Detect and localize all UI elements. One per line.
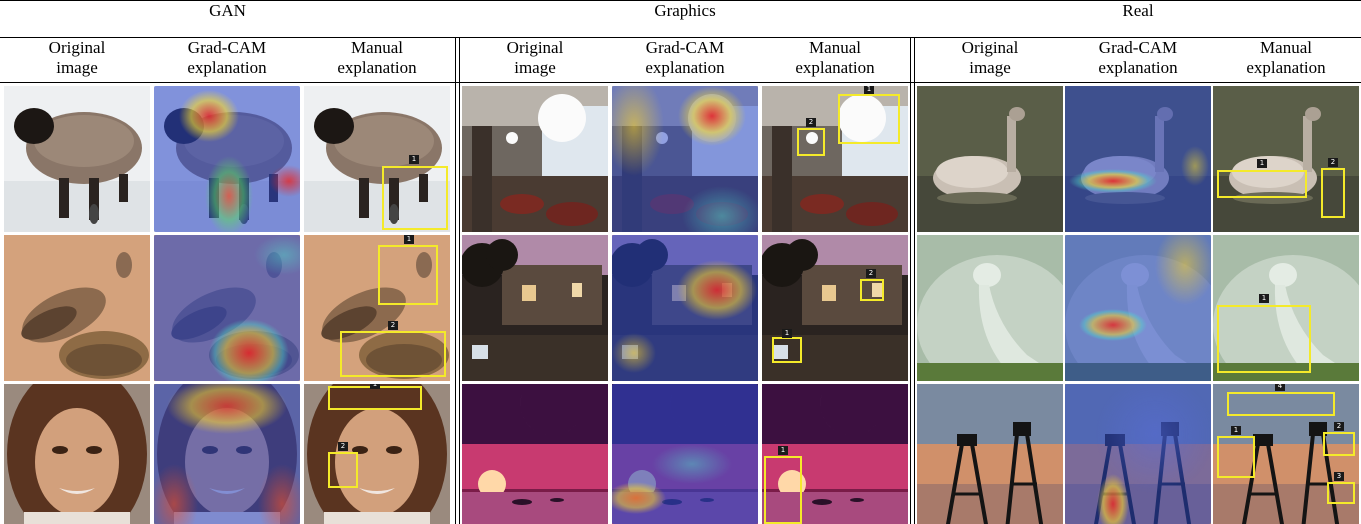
explanation-box: [797, 128, 825, 156]
gan-sheep-gradcam: [154, 86, 300, 232]
real-tower-manual: 4 1 2 3: [1213, 384, 1359, 524]
gfx-interior-gradcam: [612, 86, 758, 232]
real-tower-original: [917, 384, 1063, 524]
gfx-sunset-gradcam: [612, 384, 758, 524]
gan-col-manual: Manual explanation: [337, 38, 417, 77]
gan-col-gradcam: Grad-CAM explanation: [187, 38, 267, 77]
box-label: 3: [1334, 472, 1344, 481]
real-swan-original: [917, 86, 1063, 232]
real-swan-manual: 1 2: [1213, 86, 1359, 232]
explanation-box: [382, 166, 448, 230]
box-label: 1: [782, 329, 792, 338]
explanation-box: [1217, 305, 1311, 373]
gfx-col-gradcam: Grad-CAM explanation: [645, 38, 725, 77]
top-rule: [0, 0, 1361, 1]
box-label: 1: [1259, 294, 1269, 303]
box-label: 2: [806, 118, 816, 127]
explanation-box: [838, 94, 900, 144]
explanation-box: [1227, 392, 1335, 416]
box-label: 1: [370, 384, 380, 389]
box-label: 2: [866, 269, 876, 278]
box-label: 2: [338, 442, 348, 451]
gfx-courtyard-original: [462, 235, 608, 381]
real-tower-gradcam: [1065, 384, 1211, 524]
explanation-box: [772, 337, 802, 363]
gan-col-original: Original image: [48, 38, 106, 77]
box-label: 2: [1328, 158, 1338, 167]
separator-graphics-real: [910, 38, 915, 524]
gfx-interior-manual: 1 2: [762, 86, 908, 232]
real-swan-gradcam: [1065, 86, 1211, 232]
gan-face-original: [4, 384, 150, 524]
box-label: 1: [864, 86, 874, 94]
gan-sheep-manual: 1: [304, 86, 450, 232]
box-label: 1: [778, 446, 788, 455]
real-peacock-gradcam: [1065, 235, 1211, 381]
group-title-gan: GAN: [209, 1, 246, 20]
explanation-box: [1323, 432, 1355, 456]
box-label: 1: [404, 235, 414, 244]
gan-bird-original: [4, 235, 150, 381]
explanation-box: [1217, 436, 1255, 478]
explanation-box: [1327, 482, 1355, 504]
gfx-sunset-original: [462, 384, 608, 524]
explanation-box: [328, 386, 422, 410]
box-label: 2: [388, 321, 398, 330]
explanation-box: [378, 245, 438, 305]
explanation-box: [1321, 168, 1345, 218]
explanation-box: [328, 452, 358, 488]
gan-face-manual: 1 2: [304, 384, 450, 524]
gfx-col-manual: Manual explanation: [795, 38, 875, 77]
group-title-real: Real: [1122, 1, 1154, 20]
gfx-col-original: Original image: [506, 38, 564, 77]
real-col-original: Original image: [961, 38, 1019, 77]
real-col-gradcam: Grad-CAM explanation: [1098, 38, 1178, 77]
gfx-interior-original: [462, 86, 608, 232]
box-label: 1: [409, 155, 419, 164]
separator-gan-graphics: [455, 38, 460, 524]
explanation-box: [340, 331, 446, 377]
group-title-graphics: Graphics: [654, 1, 716, 20]
header-rule: [0, 37, 1361, 38]
explanation-box: [764, 456, 802, 524]
gfx-sunset-manual: 1: [762, 384, 908, 524]
box-label: 1: [1257, 159, 1267, 168]
real-peacock-manual: 1: [1213, 235, 1359, 381]
box-label: 4: [1275, 384, 1285, 391]
explanation-box: [1217, 170, 1307, 198]
gfx-courtyard-manual: 2 1: [762, 235, 908, 381]
column-header-rule: [0, 82, 1361, 83]
box-label: 2: [1334, 422, 1344, 431]
real-peacock-original: [917, 235, 1063, 381]
gan-bird-gradcam: [154, 235, 300, 381]
gan-sheep-original: [4, 86, 150, 232]
explanation-box: [860, 279, 884, 301]
real-col-manual: Manual explanation: [1246, 38, 1326, 77]
gan-bird-manual: 1 2: [304, 235, 450, 381]
gfx-courtyard-gradcam: [612, 235, 758, 381]
box-label: 1: [1231, 426, 1241, 435]
gan-face-gradcam: [154, 384, 300, 524]
